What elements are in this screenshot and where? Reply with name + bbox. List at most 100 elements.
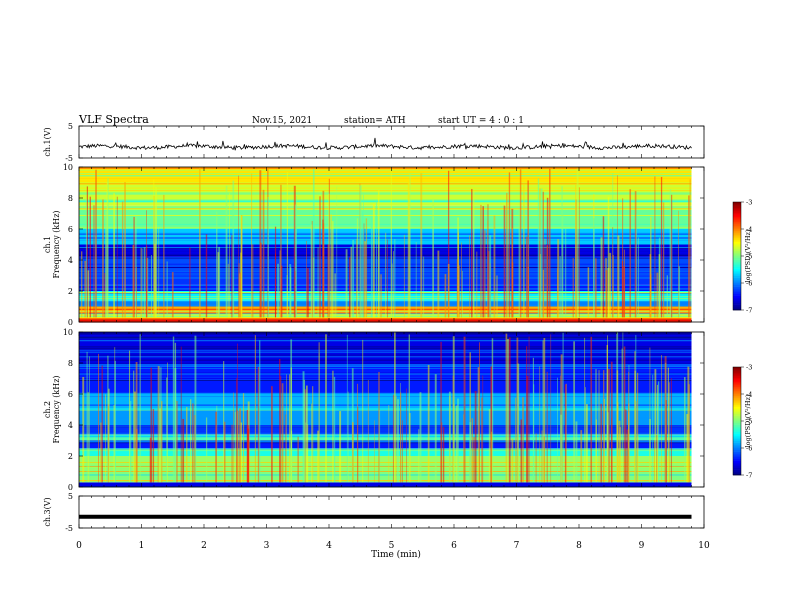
ch2-spectrogram-streak — [617, 402, 619, 483]
x-tick-label: 2 — [201, 541, 207, 551]
ch1-spectrogram-colorbar-cell — [733, 257, 741, 260]
x-tick-label: 5 — [389, 541, 395, 551]
ch2-spectrogram-streak — [236, 411, 239, 483]
ch2-spectrogram-hline — [79, 436, 692, 438]
ch1-spectrogram-streak — [391, 263, 393, 318]
ch1-spectrogram-colorbar-label: log(PSD)(V²/Hz) — [744, 229, 752, 282]
ch2-spectrogram-streak — [190, 399, 192, 483]
ch1-spectrogram-streak — [508, 172, 511, 318]
ch2-spectrogram-colorbar-cell — [733, 466, 741, 469]
ch1-spectrogram-streak — [199, 167, 201, 318]
ch1-colorbar: -3 -4 -5 -6 -7 log(PSD)(V²/Hz) — [732, 199, 752, 315]
ch2-spectrogram-streak — [562, 332, 564, 483]
ch2-spectrogram-streak — [166, 377, 168, 483]
ch2-spectrogram-colorbar-cell — [733, 449, 741, 452]
ch2-spectrogram-colorbar-cell — [733, 473, 741, 476]
ch1-spectrogram-streak — [151, 255, 153, 318]
ch2-spectrogram-hline — [79, 448, 692, 450]
ch2-spectrogram-colorbar-cell — [733, 415, 741, 418]
ch2-spectrogram-streak — [507, 338, 510, 483]
ch2-spectrogram-streak — [318, 342, 320, 483]
ch1-spectrogram-streak — [359, 185, 362, 318]
ch1-spectrogram-band — [79, 167, 692, 183]
ch2-spectrogram-streak — [452, 336, 455, 483]
ch1-spectrogram-streak — [656, 272, 659, 318]
ch1-spectrogram-streak — [621, 261, 624, 318]
ch1-spectrogram-colorbar-cell — [733, 274, 741, 277]
ch1-spectrogram-streak — [331, 221, 334, 318]
ch3-waveform-panel: 5 -5 ch.3(V) — [43, 492, 705, 533]
ch1-spectrogram-streak — [602, 216, 605, 318]
ch1-waveform-ytick-label: -5 — [65, 154, 73, 163]
ch1-spectrogram-streak — [637, 237, 639, 318]
ch1-spectrogram-streak — [376, 199, 377, 318]
ch2-spectrogram-colorbar-cell — [733, 426, 741, 429]
ch1-spectrogram-streak — [296, 195, 297, 318]
ch2-spectrogram-streak — [281, 383, 284, 483]
ch1-spectrogram-streak — [365, 218, 368, 318]
ch2-spectrogram-streak — [550, 334, 552, 483]
ch2-spectrogram-streak — [311, 403, 313, 483]
ch2-spectrogram-hline — [79, 392, 692, 394]
ch2-spectrogram-band — [79, 471, 692, 483]
ch1-spectrogram-colorbar-cell — [733, 268, 741, 271]
ch1-spectrogram-streak — [457, 232, 459, 318]
ch1-spectrogram-streak — [489, 235, 492, 318]
ch1-spectrogram-streak — [146, 210, 147, 318]
ch1-spectrogram-colorbar-cell — [733, 211, 741, 214]
ch2-spectrogram-ytick-label: 4 — [68, 421, 73, 430]
ch1-spectrogram-streak — [370, 216, 373, 318]
ch2-spectrogram-colorbar-tick-label: -4 — [746, 391, 752, 399]
ch1-spectrogram-streak — [658, 254, 661, 318]
ch1-spectrogram-hline — [79, 276, 692, 278]
ch1-spectrogram-streak — [322, 190, 325, 318]
ch1-spectrogram-streak — [158, 226, 160, 318]
ch1-spectrogram-blank — [691, 167, 704, 322]
ch1-spectrogram-hline — [79, 293, 692, 294]
ch1-spectrogram-streak — [153, 195, 155, 318]
ch1-spectrogram-hline — [79, 167, 692, 169]
ch1-spectrogram-streak — [259, 242, 262, 318]
ch1-spectrogram-streak — [313, 257, 315, 318]
ch1-spectrogram-streak — [423, 256, 425, 318]
ch1-spectrogram-streak — [671, 194, 673, 318]
ch1-spectrogram-streak — [377, 190, 380, 318]
ch1-spectrogram-hline — [79, 254, 692, 256]
ch2-spectrogram-streak — [239, 408, 241, 483]
ch2-spectrogram-streak — [286, 374, 287, 483]
ch1-spectrogram-colorbar-tick-label: -6 — [746, 280, 752, 288]
ch1-spectrogram-colorbar-cell — [733, 207, 741, 210]
ch1-spectrogram-hline — [79, 291, 692, 293]
ch1-spectrogram-hline — [79, 288, 692, 290]
ch1-spectrogram-ylabel: Frequency (kHz) — [52, 210, 61, 278]
ch1-spectrogram-hline — [79, 187, 692, 189]
ch2-spectrogram-colorbar-cell — [733, 392, 741, 395]
ch2-spectrogram-streak — [388, 405, 390, 483]
ch2-spectrogram-streak — [668, 382, 670, 483]
ch2-spectrogram-colorbar-cell — [733, 413, 741, 416]
ch2-spectrogram-streak — [610, 361, 613, 483]
x-axis-label: Time (min) — [371, 549, 421, 560]
ch2-spectrogram-colorbar-cell — [733, 451, 741, 454]
x-tick-label: 8 — [576, 541, 582, 551]
ch2-spectrogram-hline — [79, 465, 692, 467]
ch2-spectrogram-streak — [482, 375, 484, 483]
ch2-spectrogram-hline — [79, 372, 692, 374]
ch2-spectrogram-streak — [139, 334, 141, 483]
ch1-spectrogram-streak — [121, 201, 124, 318]
ch1-spectrogram-streak — [437, 250, 440, 318]
ch2-spectrogram-streak — [505, 333, 508, 483]
ch2-spectrogram-colorbar-cell — [733, 433, 741, 436]
ch2-spectrogram-streak — [481, 397, 483, 483]
ch2-spectrogram-streak — [395, 395, 397, 483]
ch2-spectrogram-band — [79, 409, 692, 425]
ch2-spectrogram-hline — [79, 467, 692, 469]
ch1-spectrogram-hline — [79, 300, 692, 302]
ch1-spectrogram-streak — [132, 244, 135, 318]
ch2-spectrogram-colorbar-cell — [733, 428, 741, 431]
ch1-spectrogram-colorbar-cell — [733, 245, 741, 248]
ch2-spectrogram-streak — [661, 355, 662, 483]
ch2-spectrogram-streak — [606, 412, 609, 483]
ch1-spectrogram-hline — [79, 239, 692, 241]
ch2-spectrogram-streak — [595, 419, 597, 483]
